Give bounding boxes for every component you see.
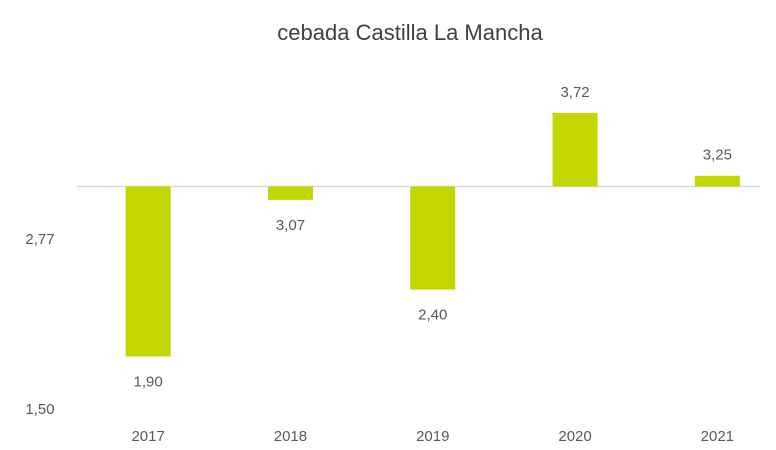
x-tick-label: 2019 (416, 428, 449, 445)
bar (267, 186, 313, 200)
data-label: 2,40 (418, 307, 447, 324)
y-tick-label: 1,50 (25, 401, 54, 418)
data-label: 3,25 (703, 147, 732, 164)
data-label: 3,72 (560, 84, 589, 101)
x-tick-label: 2017 (131, 428, 164, 445)
data-label: 3,07 (276, 217, 305, 234)
y-tick-label: 2,77 (25, 231, 54, 248)
data-label: 1,90 (134, 373, 163, 390)
bar (552, 112, 598, 187)
x-tick-label: 2021 (701, 428, 734, 445)
x-tick-label: 2018 (274, 428, 307, 445)
bar (410, 186, 456, 290)
bar (125, 186, 171, 357)
chart-title: cebada Castilla La Mancha (277, 20, 543, 45)
x-tick-label: 2020 (558, 428, 591, 445)
bar (694, 175, 740, 187)
